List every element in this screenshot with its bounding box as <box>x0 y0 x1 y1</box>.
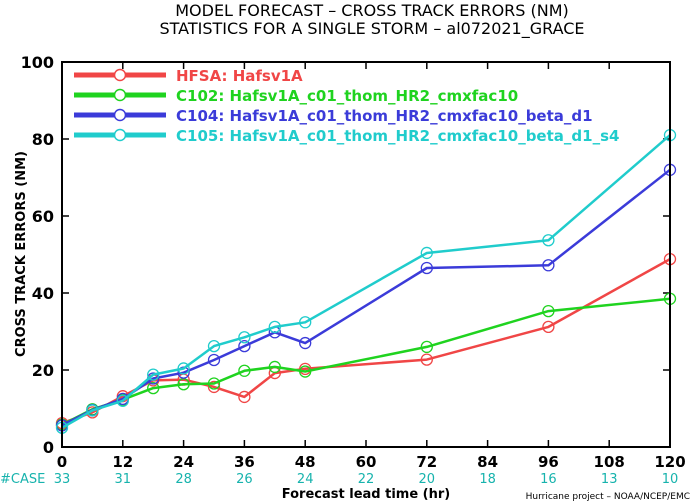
legend-label: C104: Hafsv1A_c01_thom_HR2_cmxfac10_beta… <box>176 107 593 125</box>
data-point <box>420 340 433 354</box>
chart-title: MODEL FORECAST – CROSS TRACK ERRORS (NM) <box>175 1 569 20</box>
data-point <box>207 339 221 353</box>
x-tick-label: 108 <box>594 453 625 471</box>
case-count: 33 <box>54 472 71 487</box>
y-tick-label: 40 <box>32 284 54 303</box>
case-count: 10 <box>662 472 679 487</box>
x-axis-label: Forecast lead time (hr) <box>282 487 450 502</box>
data-point <box>238 339 251 353</box>
x-tick-label: 120 <box>654 453 685 471</box>
x-tick-label: 48 <box>295 453 316 471</box>
x-tick-label: 60 <box>356 453 377 471</box>
chart-subtitle: STATISTICS FOR A SINGLE STORM – al072021… <box>159 19 584 39</box>
x-tick-label: 72 <box>416 453 437 471</box>
data-point <box>542 320 555 334</box>
data-point <box>207 353 221 367</box>
y-tick-label: 100 <box>21 53 54 72</box>
case-count: 18 <box>479 472 496 487</box>
case-count: 20 <box>419 472 436 487</box>
x-tick-label: 12 <box>112 453 133 471</box>
case-count: 28 <box>175 472 192 487</box>
data-point <box>268 320 281 334</box>
legend-marker <box>113 108 127 122</box>
legend-marker <box>113 68 127 82</box>
plot-area <box>55 61 677 448</box>
y-tick-label: 0 <box>43 438 54 457</box>
data-point <box>420 246 433 260</box>
x-tick-label: 0 <box>57 453 67 471</box>
y-tick-label: 80 <box>32 130 54 149</box>
data-point <box>177 362 190 375</box>
data-point <box>86 404 99 417</box>
x-tick-label: 84 <box>477 453 498 471</box>
data-point <box>542 234 555 247</box>
data-point <box>147 368 160 381</box>
data-point <box>420 353 433 366</box>
legend-label: HFSA: Hafsv1A <box>176 67 303 85</box>
data-point <box>147 381 160 395</box>
data-point <box>207 377 221 390</box>
case-count: 22 <box>358 472 375 487</box>
data-point <box>238 331 251 344</box>
data-point <box>420 261 433 275</box>
x-tick-label: 36 <box>234 453 255 471</box>
case-count: 13 <box>601 472 618 487</box>
y-axis-label: CROSS TRACK ERRORS (NM) <box>14 151 29 357</box>
legend-label: C102: Hafsv1A_c01_thom_HR2_cmxfac10 <box>176 87 518 105</box>
x-tick-label: 96 <box>538 453 559 471</box>
legend-label: C105: Hafsv1A_c01_thom_HR2_cmxfac10_beta… <box>176 127 619 145</box>
data-point <box>542 304 555 318</box>
y-tick-label: 20 <box>32 361 54 380</box>
legend: HFSA: Hafsv1A C102: Hafsv1A_c01_thom_HR2_… <box>74 67 619 145</box>
data-point <box>299 365 312 378</box>
legend-marker <box>113 88 127 102</box>
data-point <box>299 336 312 350</box>
data-point <box>542 259 555 272</box>
credit-text: Hurricane project – NOAA/NCEP/EMC <box>526 492 690 502</box>
data-point <box>116 394 129 407</box>
x-tick-label: 24 <box>173 453 194 471</box>
case-label: #CASE <box>0 472 45 487</box>
data-point <box>238 390 251 404</box>
data-point <box>299 316 312 329</box>
case-count: 31 <box>115 472 132 487</box>
plot-frame <box>61 61 671 448</box>
y-tick-label: 60 <box>32 207 54 226</box>
legend-marker <box>113 128 127 142</box>
case-count: 16 <box>540 472 557 487</box>
data-point <box>207 380 221 394</box>
case-count: 24 <box>297 472 314 487</box>
case-count: 26 <box>236 472 253 487</box>
data-point <box>268 360 281 374</box>
data-point <box>238 364 251 377</box>
